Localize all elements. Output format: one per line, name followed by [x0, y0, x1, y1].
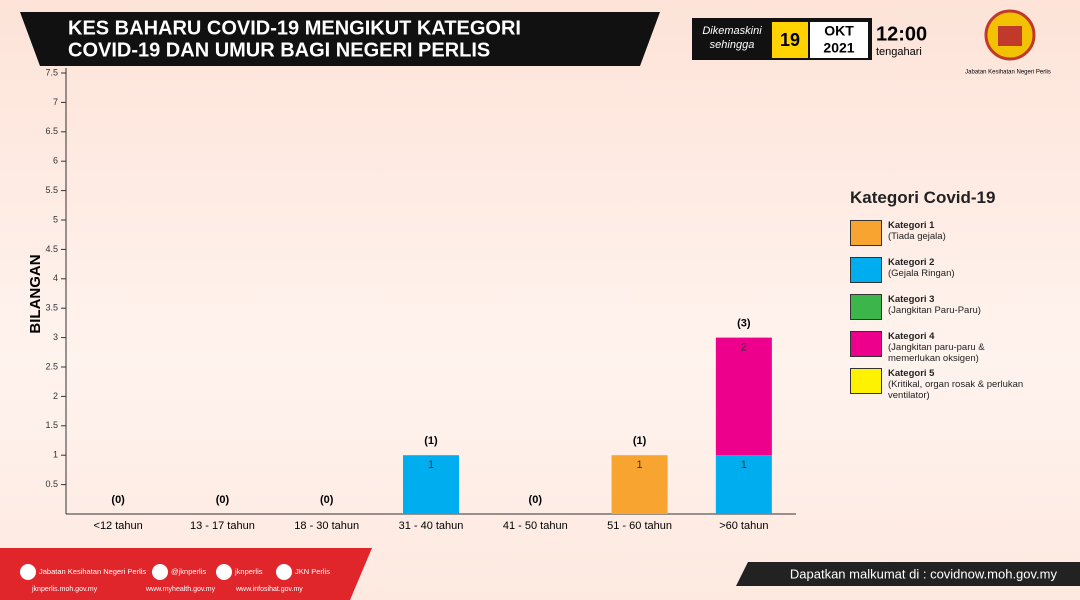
- total-label: (0): [111, 494, 125, 506]
- bar-segment: [715, 337, 772, 456]
- x-tick-label: 18 - 30 tahun: [294, 520, 359, 532]
- x-tick-label: 31 - 40 tahun: [399, 520, 464, 532]
- month: OKT: [824, 23, 854, 39]
- time: 12:00: [876, 23, 927, 45]
- y-tick-label: 3: [53, 332, 58, 342]
- x-tick-label: 51 - 60 tahun: [607, 520, 672, 532]
- legend-label: Kategori 1: [888, 220, 935, 231]
- y-tick-label: 5.5: [45, 185, 58, 195]
- legend-text: Kategori 3 (Jangkitan Paru-Paru): [888, 294, 1038, 316]
- y-tick-label: 7.5: [45, 67, 58, 77]
- legend-item: Kategori 5 (Kritikal, organ rosak & perlu…: [850, 368, 1060, 405]
- total-label: (1): [633, 435, 647, 447]
- y-tick-label: 4.5: [45, 244, 58, 254]
- title: KES BAHARU COVID-19 MENGIKUT KATEGORI: [68, 17, 521, 39]
- year: 2021: [823, 40, 854, 56]
- logo: [998, 26, 1022, 46]
- y-tick-label: 0.5: [45, 479, 58, 489]
- bar-segment: [611, 455, 668, 514]
- title: COVID-19 DAN UMUR BAGI NEGERI PERLIS: [68, 39, 490, 61]
- info-banner: [736, 562, 1080, 586]
- y-tick-label: 5: [53, 214, 58, 224]
- y-tick-label: 3.5: [45, 303, 58, 313]
- social-label: jknperlis: [234, 567, 263, 576]
- legend-text: Kategori 4 (Jangkitan paru-paru & memerlu…: [888, 331, 1038, 364]
- y-axis-label: BILANGAN: [27, 254, 44, 333]
- y-tick-label: 2.5: [45, 361, 58, 371]
- y-tick-label: 1.5: [45, 420, 58, 430]
- legend-label: (Jangkitan Paru-Paru): [888, 305, 981, 316]
- y-tick-label: 7: [53, 97, 58, 107]
- legend: Kategori Covid-19 Kategori 1 (Tiada gejal…: [850, 188, 1060, 405]
- legend-swatch: [850, 257, 882, 283]
- legend-item: Kategori 1 (Tiada gejala): [850, 220, 1060, 257]
- site-label: jknperlis.moh.gov.my: [31, 586, 98, 593]
- legend-swatch: [850, 331, 882, 357]
- segment-label: 2: [741, 342, 747, 354]
- total-label: (0): [320, 494, 334, 506]
- social-label: @jknperlis: [171, 567, 206, 576]
- day: 19: [780, 30, 800, 50]
- legend-text: Kategori 5 (Kritikal, organ rosak & perlu…: [888, 368, 1038, 401]
- x-tick-label: <12 tahun: [94, 520, 143, 532]
- x-tick-label: 13 - 17 tahun: [190, 520, 255, 532]
- legend-item: Kategori 2 (Gejala Ringan): [850, 257, 1060, 294]
- site-label: www.myhealth.gov.my: [145, 586, 216, 593]
- legend-title: Kategori Covid-19: [850, 188, 996, 207]
- legend-text: Kategori 2 (Gejala Ringan): [888, 257, 1038, 279]
- segment-label: 1: [428, 459, 434, 471]
- logo-caption: Jabatan Kesihatan Negeri Perlis: [965, 70, 1051, 76]
- legend-swatch: [850, 368, 882, 394]
- info: Dapatkan malkumat di : covidnow.moh.gov.…: [790, 566, 1058, 581]
- legend-label: (Tiada gejala): [888, 231, 946, 242]
- segment-label: 1: [637, 459, 643, 471]
- title-banner: [20, 12, 660, 66]
- updated: sehingga: [710, 39, 755, 51]
- y-tick-label: 6: [53, 156, 58, 166]
- footer-banner: [0, 548, 372, 600]
- legend-item: Kategori 4 (Jangkitan paru-paru & memerlu…: [850, 331, 1060, 368]
- month-box: [810, 22, 868, 58]
- legend-label: (Jangkitan paru-paru & memerlukan oksige…: [888, 342, 985, 364]
- total-label: (3): [737, 318, 751, 330]
- y-tick-label: 2: [53, 391, 58, 401]
- x-tick-label: >60 tahun: [719, 520, 768, 532]
- segment-label: 1: [741, 459, 747, 471]
- social-label: JKN Perlis: [295, 567, 330, 576]
- y-tick-label: 1: [53, 450, 58, 460]
- time-note: tengahari: [876, 46, 922, 58]
- legend-label: Kategori 4: [888, 331, 935, 342]
- social-icon: [276, 564, 292, 580]
- legend-text: Kategori 1 (Tiada gejala): [888, 220, 1038, 242]
- y-tick-label: 6.5: [45, 126, 58, 136]
- social-icon: [152, 564, 168, 580]
- legend-label: (Gejala Ringan): [888, 268, 955, 279]
- x-tick-label: 41 - 50 tahun: [503, 520, 568, 532]
- legend-swatch: [850, 294, 882, 320]
- legend-item: Kategori 3 (Jangkitan Paru-Paru): [850, 294, 1060, 331]
- bar-segment: [403, 455, 459, 514]
- y-tick-label: 4: [53, 273, 58, 283]
- site-label: www.infosihat.gov.my: [235, 586, 303, 593]
- legend-label: Kategori 2: [888, 257, 935, 268]
- legend-swatch: [850, 220, 882, 246]
- total-label: (0): [529, 494, 543, 506]
- updated: Dikemaskini: [702, 25, 762, 37]
- total-label: (0): [216, 494, 230, 506]
- social-label: Jabatan Kesihatan Negeri Perlis: [39, 567, 146, 576]
- social-icon: [20, 564, 36, 580]
- legend-label: Kategori 5: [888, 368, 935, 379]
- total-label: (1): [424, 435, 438, 447]
- legend-label: Kategori 3: [888, 294, 935, 305]
- day-box: [772, 22, 808, 58]
- social-icon: [216, 564, 232, 580]
- bar-segment: [715, 455, 772, 514]
- legend-label: (Kritikal, organ rosak & perlukan ventil…: [888, 379, 1024, 401]
